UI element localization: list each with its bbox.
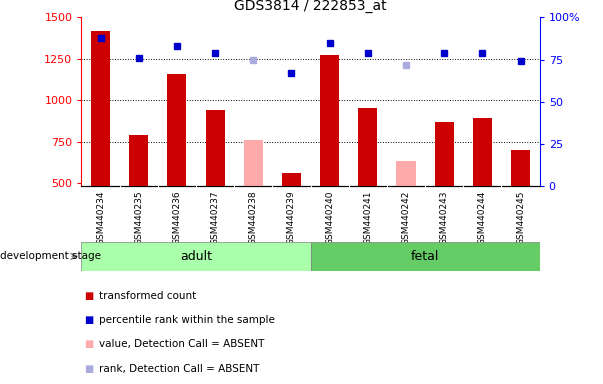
Bar <box>435 122 454 186</box>
Text: GSM440239: GSM440239 <box>287 191 296 245</box>
Text: fetal: fetal <box>411 250 440 263</box>
Bar <box>397 161 415 186</box>
Bar <box>511 150 530 186</box>
Text: percentile rank within the sample: percentile rank within the sample <box>99 315 276 325</box>
Bar <box>311 242 540 271</box>
Bar <box>473 118 492 186</box>
Text: transformed count: transformed count <box>99 291 197 301</box>
Bar <box>206 110 224 186</box>
Text: GSM440235: GSM440235 <box>134 191 143 245</box>
Text: GSM440242: GSM440242 <box>402 191 411 245</box>
Bar <box>282 173 301 186</box>
Bar <box>358 108 377 186</box>
Text: rank, Detection Call = ABSENT: rank, Detection Call = ABSENT <box>99 364 260 374</box>
Text: ■: ■ <box>84 339 93 349</box>
Text: GSM440238: GSM440238 <box>249 191 257 245</box>
Bar <box>320 55 339 186</box>
Text: GSM440240: GSM440240 <box>325 191 334 245</box>
Bar <box>81 242 311 271</box>
Text: ■: ■ <box>84 291 93 301</box>
Text: value, Detection Call = ABSENT: value, Detection Call = ABSENT <box>99 339 265 349</box>
Bar <box>244 140 263 186</box>
Text: ■: ■ <box>84 315 93 325</box>
Title: GDS3814 / 222853_at: GDS3814 / 222853_at <box>234 0 387 13</box>
Bar <box>91 31 110 186</box>
Text: GSM440237: GSM440237 <box>210 191 219 245</box>
Text: development stage: development stage <box>0 251 104 262</box>
Text: ■: ■ <box>84 364 93 374</box>
Text: GSM440243: GSM440243 <box>440 191 449 245</box>
Text: GSM440245: GSM440245 <box>516 191 525 245</box>
Text: GSM440236: GSM440236 <box>172 191 182 245</box>
Bar <box>129 135 148 186</box>
Text: GSM440241: GSM440241 <box>364 191 372 245</box>
Text: GSM440234: GSM440234 <box>96 191 105 245</box>
Text: adult: adult <box>180 250 212 263</box>
Text: GSM440244: GSM440244 <box>478 191 487 245</box>
Bar <box>168 74 186 186</box>
